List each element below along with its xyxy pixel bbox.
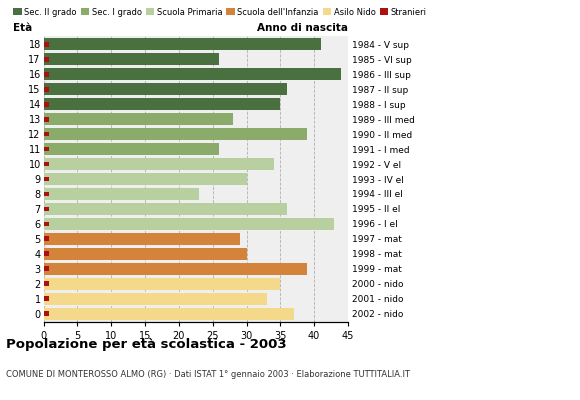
Bar xyxy=(44,206,49,211)
Bar xyxy=(44,132,49,136)
Bar xyxy=(44,57,49,62)
Bar xyxy=(44,233,240,245)
Text: Popolazione per età scolastica - 2003: Popolazione per età scolastica - 2003 xyxy=(6,338,287,351)
Bar xyxy=(44,42,49,47)
Bar xyxy=(44,218,335,230)
Legend: Sec. II grado, Sec. I grado, Scuola Primaria, Scuola dell'Infanzia, Asilo Nido, : Sec. II grado, Sec. I grado, Scuola Prim… xyxy=(10,4,430,20)
Bar xyxy=(44,117,49,122)
Bar xyxy=(44,158,274,170)
Bar xyxy=(44,308,294,320)
Bar xyxy=(44,98,280,110)
Bar xyxy=(44,147,49,152)
Bar xyxy=(44,87,49,92)
Bar xyxy=(44,128,307,140)
Bar xyxy=(44,293,267,305)
Bar xyxy=(44,162,49,166)
Bar xyxy=(44,311,49,316)
Bar xyxy=(44,296,49,301)
Bar xyxy=(44,192,49,196)
Bar xyxy=(44,173,246,185)
Bar xyxy=(44,102,49,106)
Bar xyxy=(44,252,49,256)
Bar xyxy=(44,222,49,226)
Bar xyxy=(44,203,287,215)
Bar xyxy=(44,72,49,76)
Bar xyxy=(44,278,280,290)
Bar xyxy=(44,143,219,155)
Bar xyxy=(44,53,219,65)
Text: Età: Età xyxy=(13,23,32,33)
Bar xyxy=(44,83,287,95)
Bar xyxy=(44,68,341,80)
Bar xyxy=(44,38,321,50)
Bar xyxy=(44,113,233,125)
Bar xyxy=(44,188,199,200)
Bar xyxy=(44,248,246,260)
Bar xyxy=(44,177,49,181)
Text: COMUNE DI MONTEROSSO ALMO (RG) · Dati ISTAT 1° gennaio 2003 · Elaborazione TUTTI: COMUNE DI MONTEROSSO ALMO (RG) · Dati IS… xyxy=(6,370,410,379)
Bar xyxy=(44,266,49,271)
Bar xyxy=(44,263,307,275)
Bar xyxy=(44,282,49,286)
Text: Anno di nascita: Anno di nascita xyxy=(257,23,348,33)
Bar xyxy=(44,236,49,241)
